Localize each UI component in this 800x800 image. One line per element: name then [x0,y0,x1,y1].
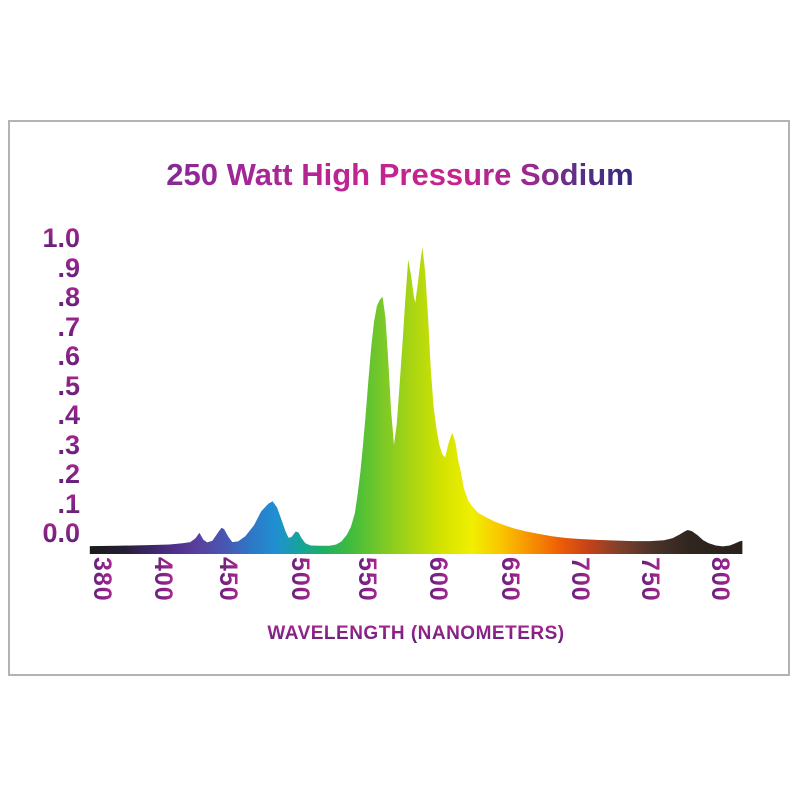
x-tick-label: 450 [214,557,242,602]
x-tick-label: 650 [496,557,524,602]
x-axis-title: WAVELENGTH (NANOMETERS) [116,623,716,645]
y-tick-label: .9 [0,253,80,283]
x-tick-label: 750 [636,557,664,602]
x-tick-label: 500 [286,557,314,602]
x-tick-label: 380 [88,557,116,602]
x-tick-label: 600 [424,557,452,602]
x-tick-label: 550 [353,557,381,602]
y-tick-label: .2 [0,459,80,489]
y-tick-label: .8 [0,282,80,312]
y-tick-label: .4 [0,400,80,430]
x-tick-label: 400 [149,557,177,602]
y-tick-label: .6 [0,341,80,371]
x-tick-label: 700 [566,557,594,602]
y-tick-label: .1 [0,489,80,519]
y-tick-label: 0.0 [0,518,80,548]
x-tick-label: 800 [706,557,734,602]
y-tick-label: .3 [0,430,80,460]
y-tick-label: .7 [0,312,80,342]
y-tick-label: .5 [0,371,80,401]
chart-title: 250 Watt High Pressure Sodium [0,157,800,193]
spectrum-curve [89,247,743,555]
y-tick-label: 1.0 [0,223,80,253]
